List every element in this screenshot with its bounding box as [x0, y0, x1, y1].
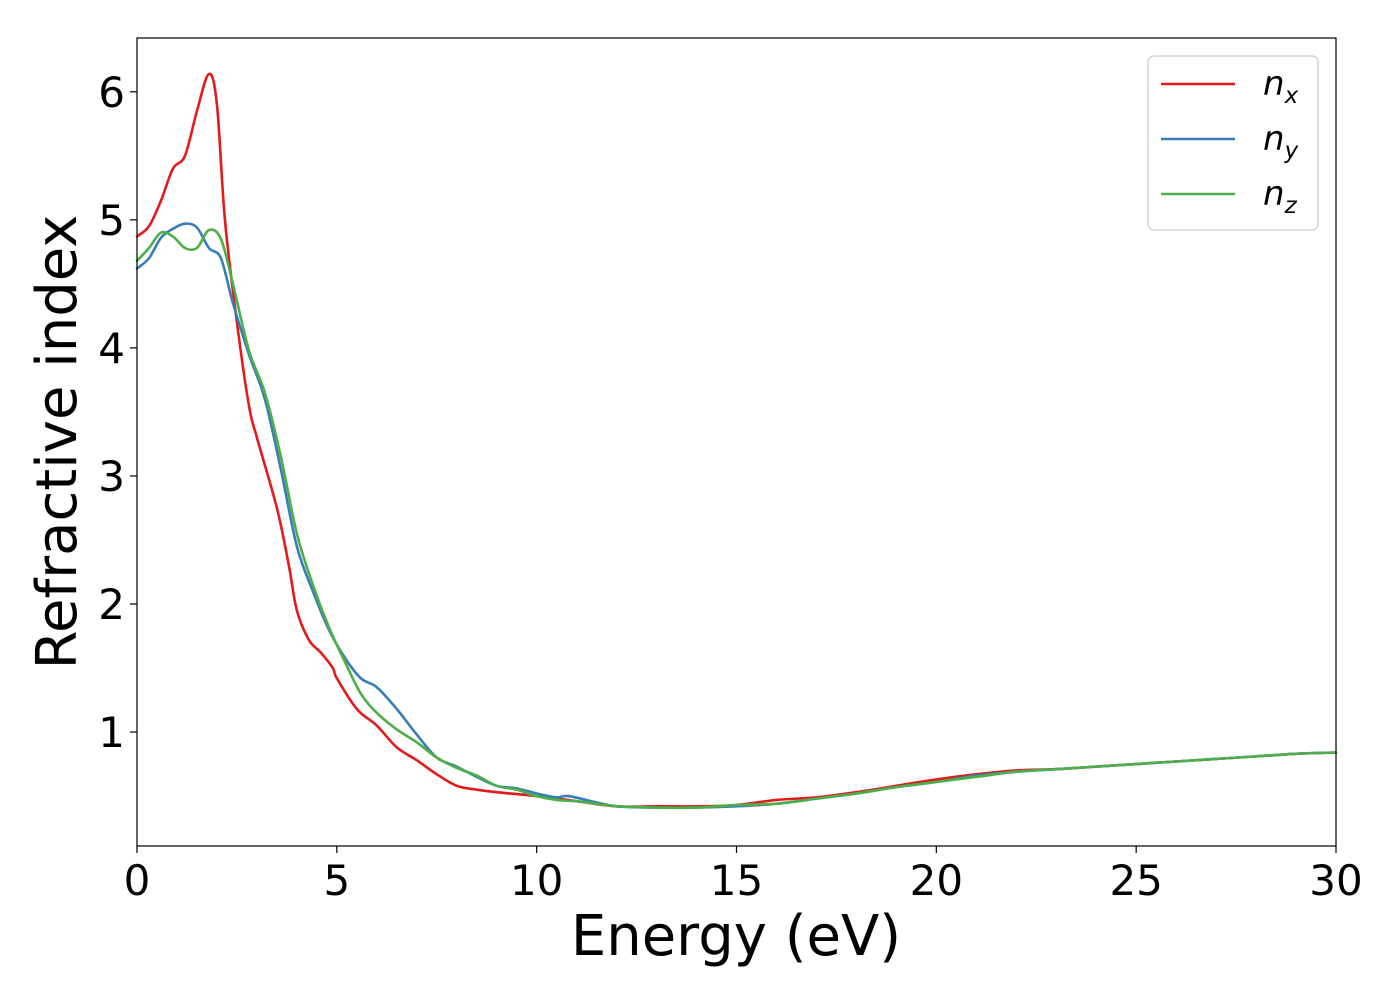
x-tick-label: 25	[1109, 856, 1162, 905]
legend-label-ny: ny	[1263, 119, 1299, 164]
plot-area	[137, 38, 1336, 846]
y-axis-title: Refractive index	[25, 215, 90, 670]
y-axis: 1 2 3 4 5 6	[98, 68, 137, 757]
x-tick-label: 15	[710, 856, 763, 905]
legend-label-nx: nx	[1263, 64, 1299, 109]
y-tick-label: 1	[98, 708, 125, 757]
legend-label-nz: nz	[1263, 174, 1298, 219]
legend: nx ny nz	[1147, 55, 1319, 231]
y-tick-label: 5	[98, 196, 125, 245]
x-tick-label: 5	[323, 856, 350, 905]
y-tick-label: 2	[98, 580, 125, 629]
y-tick-label: 6	[98, 68, 125, 117]
x-tick-label: 10	[510, 856, 563, 905]
x-axis-title: Energy (eV)	[571, 904, 901, 969]
x-axis: 0 5 10 15 20 25 30	[124, 846, 1363, 905]
y-tick-label: 4	[98, 324, 125, 373]
x-tick-label: 20	[910, 856, 963, 905]
x-tick-label: 30	[1309, 856, 1362, 905]
legend-box	[1147, 55, 1319, 231]
series-line-nz	[135, 228, 1338, 810]
y-tick-label: 3	[98, 452, 125, 501]
x-tick-label: 0	[124, 856, 151, 905]
series-layer	[135, 72, 1338, 810]
